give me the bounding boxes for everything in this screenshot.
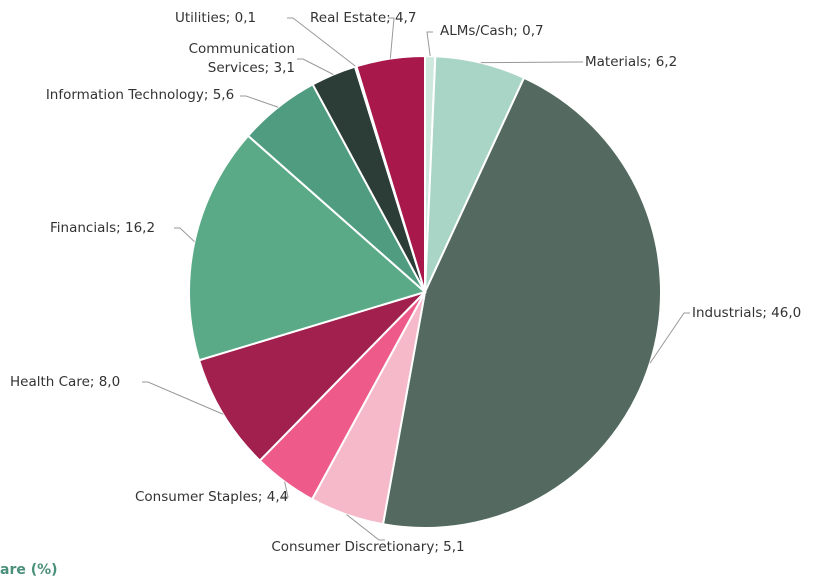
- leader-line: [388, 17, 395, 59]
- slice-label: Consumer Staples; 4,4: [135, 489, 289, 505]
- footer: are (%): [0, 562, 58, 578]
- slice-label: Consumer Discretionary; 5,1: [271, 539, 465, 555]
- leader-line: [426, 31, 433, 57]
- leader-line: [174, 227, 195, 243]
- pie-slice: [188, 134, 428, 362]
- slice-label: Communication Services; 3,1: [188, 41, 295, 76]
- slice-label: Financials; 16,2: [50, 220, 156, 236]
- leader-line: [142, 381, 224, 415]
- leader-line: [297, 58, 334, 75]
- slice-label: Health Care; 8,0: [10, 374, 121, 390]
- slice-label: Information Technology; 5,6: [45, 87, 235, 103]
- leader-line: [287, 17, 356, 67]
- slice-label: Real Estate; 4,7: [310, 10, 417, 26]
- slice-label: Industrials; 46,0: [692, 305, 802, 321]
- slice-label: Utilities; 0,1: [175, 10, 257, 26]
- leader-line: [346, 514, 385, 541]
- leader-line: [240, 95, 279, 108]
- leader-line: [649, 312, 690, 364]
- pie-slice: [381, 76, 662, 529]
- slice-label: ALMs/Cash; 0,7: [440, 23, 544, 39]
- leader-line: [480, 61, 583, 64]
- leader-line: [282, 481, 289, 498]
- slice-label: Materials; 6,2: [585, 54, 678, 70]
